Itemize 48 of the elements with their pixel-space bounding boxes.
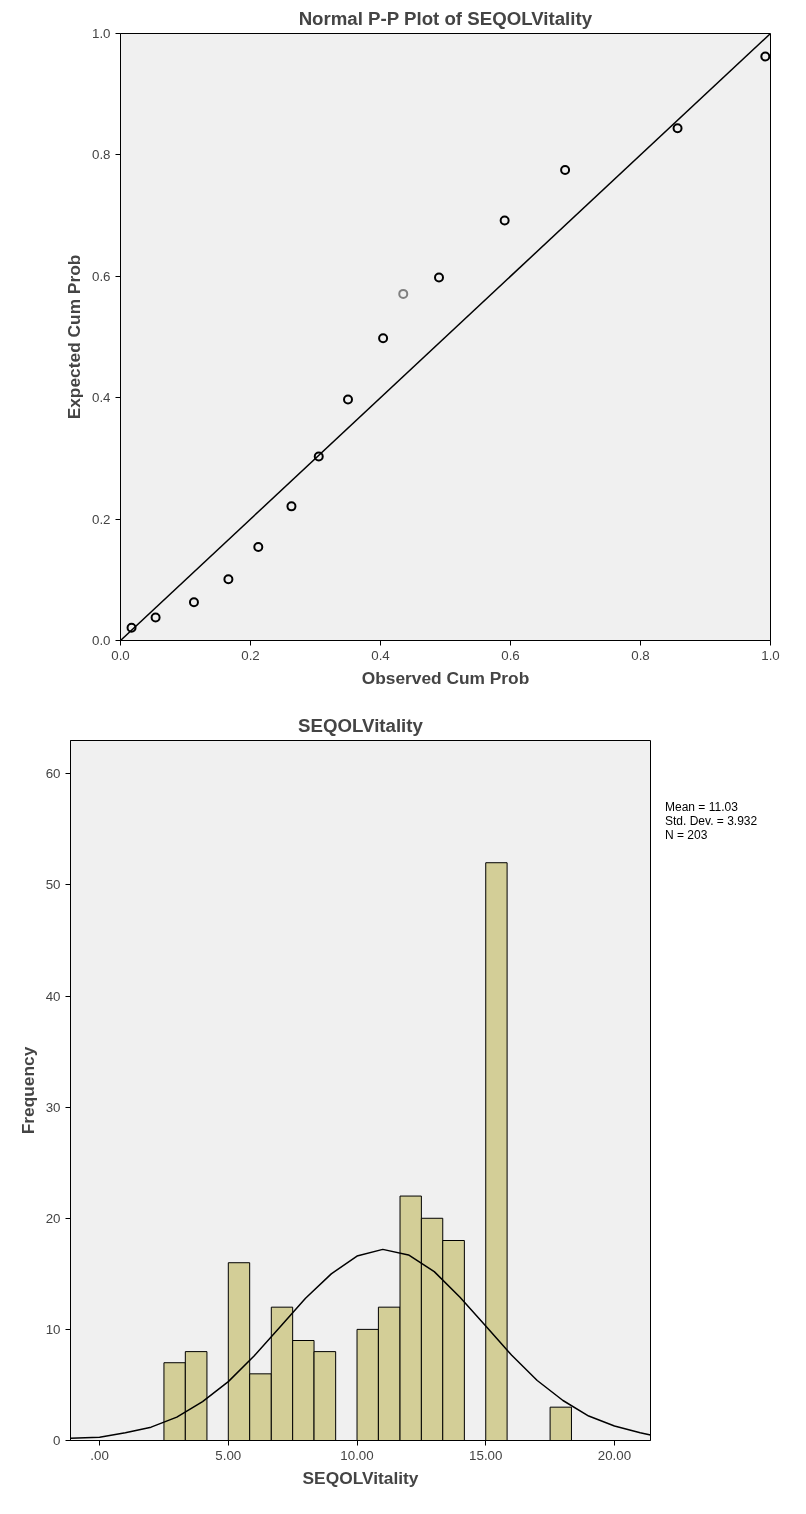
y-tick-label: 0.4 xyxy=(91,390,112,406)
y-tick-label: 0 xyxy=(53,1433,61,1448)
x-tick-label: 0.6 xyxy=(501,647,520,663)
y-tick-label: 20 xyxy=(45,1210,61,1226)
x-tick-label: 5.00 xyxy=(215,1447,242,1463)
x-tick-label: 0.2 xyxy=(241,647,260,663)
y-tick-label: 0.8 xyxy=(91,147,111,163)
y-tick-label: 50 xyxy=(45,877,61,893)
x-axis-title: Observed Cum Prob xyxy=(361,667,530,688)
x-tick-label: 0.8 xyxy=(631,647,650,663)
y-tick-label: 0.0 xyxy=(91,633,111,648)
point xyxy=(378,333,389,344)
text: Std. Dev. = 3.932 xyxy=(665,814,758,828)
text: N = 203 xyxy=(665,828,709,842)
y-tick-label: 0.6 xyxy=(91,268,111,284)
y-axis-title: Frequency xyxy=(17,1046,38,1135)
point xyxy=(313,451,324,462)
point xyxy=(223,574,234,585)
point xyxy=(398,288,409,299)
x-tick-label: 1.0 xyxy=(761,647,780,663)
x-tick-label: 0.4 xyxy=(371,647,391,663)
x-tick-label: 15.00 xyxy=(469,1447,503,1463)
chart-title: SEQOLVitality xyxy=(298,714,424,736)
point xyxy=(150,612,161,623)
point xyxy=(253,542,264,553)
point xyxy=(499,215,510,226)
point xyxy=(434,272,444,283)
x-tick-label: 20.00 xyxy=(597,1447,632,1463)
chart-title: Normal P-P Plot of SEQOLVitality xyxy=(298,7,593,29)
x-tick-label: 10.00 xyxy=(340,1447,374,1463)
y-tick-label: 10 xyxy=(45,1321,61,1337)
y-tick-label: 0.2 xyxy=(91,511,111,527)
point xyxy=(126,622,137,633)
y-tick-label: 1.0 xyxy=(91,26,111,41)
point xyxy=(672,123,683,134)
y-tick-label: 40 xyxy=(45,988,61,1004)
y-tick-label: 60 xyxy=(45,766,61,782)
x-tick-label: .00 xyxy=(90,1447,109,1463)
y-tick-label: 30 xyxy=(45,1099,61,1115)
text: Mean = 11.03 xyxy=(665,800,739,814)
point xyxy=(560,165,571,176)
y-axis-title: Expected Cum Prob xyxy=(63,254,84,420)
point xyxy=(286,501,297,512)
x-axis-title: SEQOLVitality xyxy=(302,1467,419,1488)
point xyxy=(188,597,199,608)
point xyxy=(343,394,353,405)
point xyxy=(760,51,771,62)
x-tick-label: 0.0 xyxy=(111,647,130,663)
